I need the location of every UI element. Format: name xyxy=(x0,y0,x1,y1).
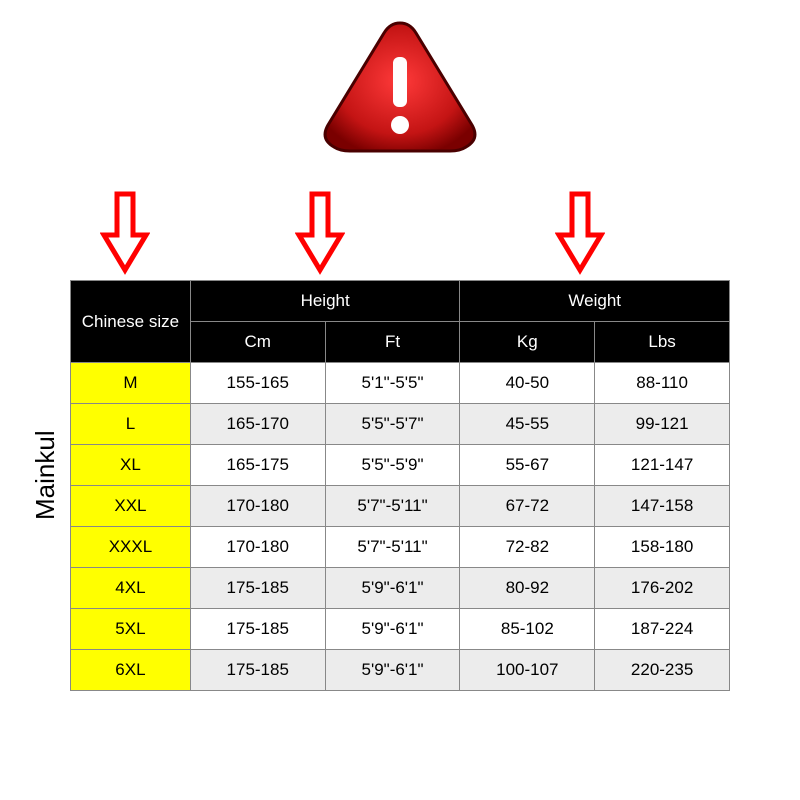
cm-cell: 155-165 xyxy=(190,363,325,404)
lbs-cell: 187-224 xyxy=(595,609,730,650)
brand-watermark: Mainkul xyxy=(30,430,61,520)
col-header-height: Height xyxy=(190,281,460,322)
cm-cell: 170-180 xyxy=(190,486,325,527)
down-arrow-icon xyxy=(100,190,150,275)
size-chart-table: Chinese size Height Weight Cm Ft Kg Lbs … xyxy=(70,280,730,691)
kg-cell: 67-72 xyxy=(460,486,595,527)
ft-cell: 5'9"-6'1" xyxy=(325,568,460,609)
cm-cell: 175-185 xyxy=(190,609,325,650)
lbs-cell: 99-121 xyxy=(595,404,730,445)
kg-cell: 45-55 xyxy=(460,404,595,445)
cm-cell: 165-175 xyxy=(190,445,325,486)
ft-cell: 5'9"-6'1" xyxy=(325,650,460,691)
lbs-cell: 88-110 xyxy=(595,363,730,404)
ft-cell: 5'7"-5'11" xyxy=(325,527,460,568)
size-cell: XL xyxy=(71,445,191,486)
lbs-cell: 121-147 xyxy=(595,445,730,486)
ft-cell: 5'5"-5'7" xyxy=(325,404,460,445)
warning-icon xyxy=(320,15,480,155)
size-cell: XXXL xyxy=(71,527,191,568)
lbs-cell: 147-158 xyxy=(595,486,730,527)
kg-cell: 100-107 xyxy=(460,650,595,691)
down-arrow-icon xyxy=(295,190,345,275)
kg-cell: 85-102 xyxy=(460,609,595,650)
subheader-cm: Cm xyxy=(190,322,325,363)
lbs-cell: 176-202 xyxy=(595,568,730,609)
cm-cell: 175-185 xyxy=(190,568,325,609)
table-row: M155-1655'1"-5'5"40-5088-110 xyxy=(71,363,730,404)
subheader-ft: Ft xyxy=(325,322,460,363)
cm-cell: 175-185 xyxy=(190,650,325,691)
kg-cell: 40-50 xyxy=(460,363,595,404)
ft-cell: 5'1"-5'5" xyxy=(325,363,460,404)
size-cell: 5XL xyxy=(71,609,191,650)
ft-cell: 5'9"-6'1" xyxy=(325,609,460,650)
kg-cell: 80-92 xyxy=(460,568,595,609)
kg-cell: 55-67 xyxy=(460,445,595,486)
lbs-cell: 220-235 xyxy=(595,650,730,691)
size-cell: 4XL xyxy=(71,568,191,609)
subheader-kg: Kg xyxy=(460,322,595,363)
ft-cell: 5'7"-5'11" xyxy=(325,486,460,527)
down-arrow-icon xyxy=(555,190,605,275)
col-header-size: Chinese size xyxy=(71,281,191,363)
table-row: 6XL175-1855'9"-6'1"100-107220-235 xyxy=(71,650,730,691)
cm-cell: 165-170 xyxy=(190,404,325,445)
size-cell: M xyxy=(71,363,191,404)
size-cell: XXL xyxy=(71,486,191,527)
lbs-cell: 158-180 xyxy=(595,527,730,568)
table-row: 5XL175-1855'9"-6'1"85-102187-224 xyxy=(71,609,730,650)
ft-cell: 5'5"-5'9" xyxy=(325,445,460,486)
table-row: XXXL170-1805'7"-5'11"72-82158-180 xyxy=(71,527,730,568)
table-row: L165-1705'5"-5'7"45-5599-121 xyxy=(71,404,730,445)
table-row: 4XL175-1855'9"-6'1"80-92176-202 xyxy=(71,568,730,609)
col-header-weight: Weight xyxy=(460,281,730,322)
table-row: XL165-1755'5"-5'9"55-67121-147 xyxy=(71,445,730,486)
size-cell: 6XL xyxy=(71,650,191,691)
kg-cell: 72-82 xyxy=(460,527,595,568)
table-row: XXL170-1805'7"-5'11"67-72147-158 xyxy=(71,486,730,527)
size-cell: L xyxy=(71,404,191,445)
subheader-lbs: Lbs xyxy=(595,322,730,363)
cm-cell: 170-180 xyxy=(190,527,325,568)
